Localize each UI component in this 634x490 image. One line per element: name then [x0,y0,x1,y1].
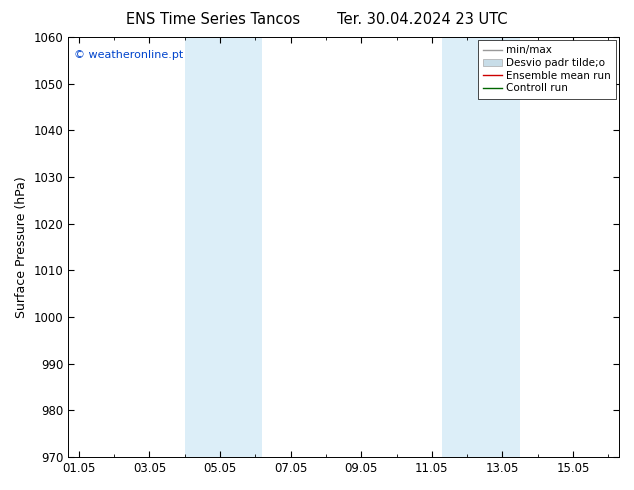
Text: © weatheronline.pt: © weatheronline.pt [74,50,183,60]
Text: ENS Time Series Tancos        Ter. 30.04.2024 23 UTC: ENS Time Series Tancos Ter. 30.04.2024 2… [126,12,508,27]
Bar [184,37,262,457]
Bar [443,37,520,457]
Legend: min/max, Desvio padr tilde;o, Ensemble mean run, Controll run: min/max, Desvio padr tilde;o, Ensemble m… [478,40,616,98]
Y-axis label: Surface Pressure (hPa): Surface Pressure (hPa) [15,176,28,318]
